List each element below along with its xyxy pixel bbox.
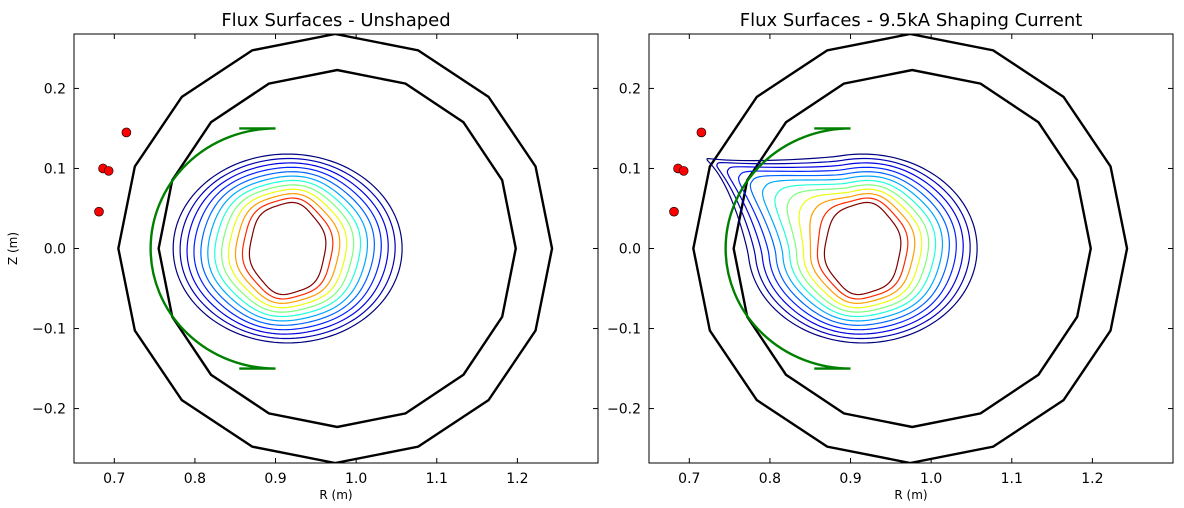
chart-title: Flux Surfaces - Unshaped [221,10,450,31]
flux-contour [737,166,957,331]
y-tick-label: −0.1 [607,322,641,338]
y-tick-label: 0.2 [44,81,66,97]
x-tick-label: 0.9 [839,471,861,487]
y-tick-label: −0.1 [32,322,66,338]
coil-marker [94,206,104,217]
flux-contour [214,179,362,318]
x-tick-label: 1.1 [426,471,448,487]
flux-contour [774,179,937,318]
coil-marker [696,127,707,138]
flux-contour [179,157,396,340]
x-tick-label: 0.8 [184,471,206,487]
coil-marker [121,127,132,138]
flux-contour [786,184,930,313]
x-tick-label: 0.8 [759,471,781,487]
flux-contour [749,171,950,326]
limiter-boundary [149,127,276,370]
outer-vessel-wall [117,34,554,463]
flux-contour [172,153,403,344]
flux-contour [716,157,971,340]
flux-contour [761,175,944,322]
flux-contour [816,197,909,300]
limiter-boundary [724,127,851,370]
flux-contour [706,153,978,344]
axes-frame [73,33,599,464]
x-tick-label: 0.7 [103,471,125,487]
flux-contour [221,184,355,313]
x-tick-label: 1.1 [1001,471,1023,487]
x-tick-label: 1.0 [920,471,942,487]
y-tick-label: 0.2 [619,81,641,97]
coil-marker [678,166,689,176]
flux-contour [186,162,389,335]
inner-vessel-wall [732,68,1092,429]
flux-contour [200,171,375,326]
flux-contour [234,193,341,304]
axes-frame [648,33,1174,464]
x-tick-label: 1.2 [1081,471,1103,487]
flux-contour [241,197,334,300]
chart-title: Flux Surfaces - 9.5kA Shaping Current [740,10,1083,31]
coil-marker [669,206,679,217]
y-tick-label: −0.2 [32,402,66,418]
flux-contour [207,175,369,322]
flux-contour [248,201,327,296]
x-tick-label: 0.9 [264,471,286,487]
flux-contour [227,188,348,309]
x-tick-label: 1.0 [345,471,367,487]
plot-area [94,34,554,463]
x-tick-label: 1.2 [506,471,528,487]
coil-marker [103,166,114,176]
outer-vessel-wall [692,34,1129,463]
y-tick-label: 0.0 [619,242,641,258]
plot-area [669,34,1129,463]
flux-contour [798,188,923,309]
flux-contour [809,193,916,304]
inner-vessel-wall [157,68,517,429]
y-tick-label: 0.0 [44,242,66,258]
y-tick-label: 0.1 [619,161,641,177]
flux-contour [823,201,902,296]
y-axis-label: Z (m) [6,232,20,265]
y-tick-label: 0.1 [44,161,66,177]
flux-contour [193,166,382,331]
x-axis-label: R (m) [319,488,352,502]
flux-contour [726,162,964,335]
x-tick-label: 0.7 [678,471,700,487]
panel-1: 0.7 0.8 0.9 1.0 1.1 1.2 −0.2 −0.1 0.0 0.1 0.2 Flux … [6,10,599,502]
panel-2: 0.7 0.8 0.9 1.0 1.1 1.2 −0.2 −0.1 0.0 0.1 0.2 Flux … [607,10,1174,502]
x-axis-label: R (m) [894,488,927,502]
y-tick-label: −0.2 [607,402,641,418]
